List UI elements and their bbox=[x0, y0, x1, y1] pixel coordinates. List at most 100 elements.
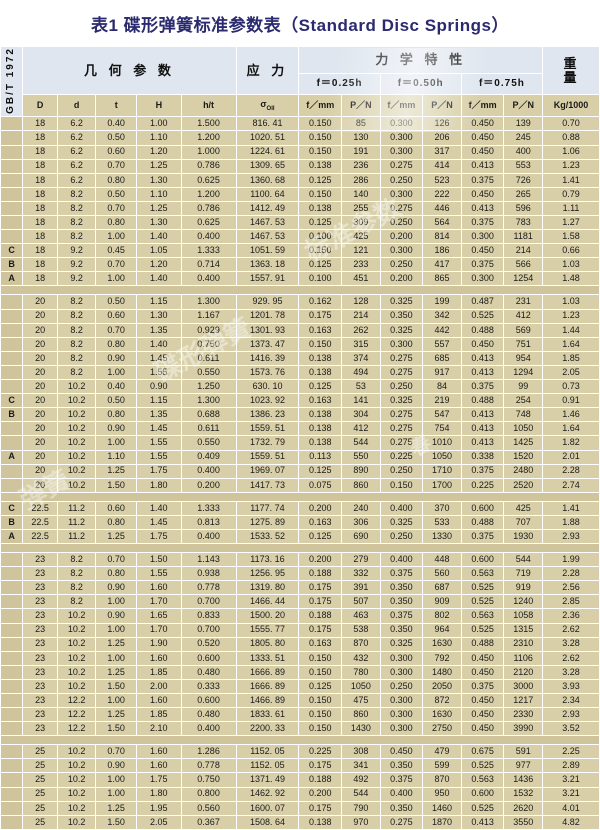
inner-diameter-cell: 12.2 bbox=[56, 721, 97, 737]
h-over-t-ratio-cell: 0.560 bbox=[180, 800, 237, 816]
standard-label: GB/T 1972 bbox=[5, 47, 17, 114]
deflection-050h-cell: 0.325 bbox=[379, 294, 424, 310]
deflection-050h-cell: 0.250 bbox=[379, 257, 424, 273]
h-over-t-ratio-cell: 0.611 bbox=[180, 350, 237, 366]
inner-diameter-cell: 8.2 bbox=[56, 322, 97, 338]
class-label-cell: A bbox=[0, 528, 24, 545]
load-075h-cell: 1520 bbox=[503, 449, 544, 465]
stress-sigma-oii-cell: 1275. 89 bbox=[235, 514, 300, 530]
table-row: 18 8.2 0.80 1.30 0.625 1467. 53 0.125 309 0.250 5… bbox=[0, 215, 600, 231]
load-050h-cell: 687 bbox=[422, 580, 462, 596]
deflection-025h-cell: 0.175 bbox=[298, 758, 343, 774]
deflection-025h-cell: 0.150 bbox=[298, 186, 343, 202]
load-025h-cell: 538 bbox=[341, 622, 381, 638]
inner-diameter-cell: 10.2 bbox=[56, 664, 97, 680]
thickness-cell: 0.90 bbox=[95, 758, 137, 774]
inner-diameter-cell: 6.2 bbox=[56, 116, 97, 132]
load-025h-cell: 85 bbox=[341, 116, 381, 132]
class-label-cell bbox=[0, 636, 24, 652]
table-row: 20 10.2 1.25 1.75 0.400 1969. 07 0.125 890 0.250… bbox=[0, 463, 600, 479]
class-label-cell: C bbox=[0, 500, 24, 516]
table-row: 18 8.2 0.70 1.25 0.786 1412. 49 0.138 255 0.275 4… bbox=[0, 200, 600, 217]
load-050h-cell: 872 bbox=[422, 693, 462, 709]
class-label-cell: B bbox=[0, 407, 24, 423]
load-075h-cell: 591 bbox=[503, 744, 544, 760]
load-025h-cell: 780 bbox=[341, 664, 381, 680]
table-row: 20 10.2 0.90 1.45 0.611 1559. 51 0.138 412 0.275… bbox=[0, 421, 600, 437]
class-label-cell bbox=[0, 744, 24, 760]
deflection-025h-cell: 0.150 bbox=[298, 650, 343, 666]
table-row: 23 12.2 1.50 2.10 0.400 2200. 33 0.150 1430 0.30… bbox=[0, 721, 600, 737]
deflection-025h-cell: 0.163 bbox=[298, 636, 343, 652]
load-025h-cell: 890 bbox=[341, 463, 381, 479]
deflection-050h-cell: 0.225 bbox=[379, 449, 424, 465]
thickness-cell: 1.50 bbox=[95, 477, 137, 493]
load-025h-cell: 690 bbox=[341, 528, 381, 545]
deflection-050h-cell: 0.275 bbox=[379, 407, 424, 423]
h-over-t-ratio-cell: 0.550 bbox=[180, 435, 237, 451]
deflection-025h-cell: 0.150 bbox=[298, 707, 343, 723]
thickness-cell: 1.25 bbox=[95, 664, 137, 680]
class-label-cell bbox=[0, 186, 24, 202]
height-cell: 1.10 bbox=[135, 130, 182, 146]
outer-diameter-cell: 20 bbox=[22, 407, 58, 423]
group-separator bbox=[0, 543, 600, 554]
table-header: GB/T 1972 几 何 参 数 应 力 力 学 特 性 重 量 f＝0.25… bbox=[0, 45, 600, 118]
weight-cell: 2.56 bbox=[542, 580, 600, 596]
header-col-weight-unit: Kg/1000 bbox=[542, 94, 600, 118]
load-075h-cell: 748 bbox=[503, 407, 544, 423]
height-cell: 1.60 bbox=[135, 744, 182, 760]
h-over-t-ratio-cell: 0.409 bbox=[180, 449, 237, 465]
load-050h-cell: 802 bbox=[422, 608, 462, 624]
deflection-075h-cell: 0.375 bbox=[460, 172, 505, 188]
outer-diameter-cell: 20 bbox=[22, 294, 58, 310]
height-cell: 1.60 bbox=[135, 650, 182, 666]
load-050h-cell: 1330 bbox=[422, 528, 462, 545]
thickness-cell: 1.50 bbox=[95, 814, 137, 830]
class-label-cell bbox=[0, 707, 24, 723]
outer-diameter-cell: 20 bbox=[22, 336, 58, 352]
height-cell: 1.40 bbox=[135, 500, 182, 516]
stress-sigma-oii-cell: 1373. 47 bbox=[235, 336, 300, 352]
load-050h-cell: 754 bbox=[422, 421, 462, 437]
thickness-cell: 0.70 bbox=[95, 158, 137, 174]
deflection-050h-cell: 0.375 bbox=[379, 772, 424, 788]
height-cell: 1.10 bbox=[135, 186, 182, 202]
deflection-025h-cell: 0.138 bbox=[298, 364, 343, 381]
table-row: 18 8.2 1.00 1.40 0.400 1467. 53 0.100 425 0.200 8… bbox=[0, 229, 600, 245]
load-050h-cell: 909 bbox=[422, 594, 462, 610]
deflection-050h-cell: 0.300 bbox=[379, 336, 424, 352]
deflection-050h-cell: 0.200 bbox=[379, 229, 424, 245]
deflection-050h-cell: 0.275 bbox=[379, 350, 424, 366]
thickness-cell: 1.10 bbox=[95, 449, 137, 465]
weight-cell: 4.82 bbox=[542, 814, 600, 830]
stress-sigma-oii-cell: 1177. 74 bbox=[235, 500, 300, 516]
deflection-050h-cell: 0.300 bbox=[379, 650, 424, 666]
load-050h-cell: 342 bbox=[422, 308, 462, 324]
load-075h-cell: 726 bbox=[503, 172, 544, 188]
inner-diameter-cell: 11.2 bbox=[56, 514, 97, 530]
weight-cell: 1.11 bbox=[542, 200, 600, 217]
load-050h-cell: 126 bbox=[422, 116, 462, 132]
load-050h-cell: 564 bbox=[422, 215, 462, 231]
h-over-t-ratio-cell: 0.200 bbox=[180, 477, 237, 493]
height-cell: 1.60 bbox=[135, 580, 182, 596]
deflection-075h-cell: 0.413 bbox=[460, 158, 505, 174]
stress-sigma-oii-cell: 1201. 78 bbox=[235, 308, 300, 324]
header-col-f-075h: f／mm bbox=[460, 94, 505, 118]
deflection-025h-cell: 0.125 bbox=[298, 528, 343, 545]
deflection-075h-cell: 0.488 bbox=[460, 393, 505, 409]
header-col-h-over-t: h/t bbox=[180, 94, 237, 118]
h-over-t-ratio-cell: 0.700 bbox=[180, 622, 237, 638]
load-075h-cell: 919 bbox=[503, 580, 544, 596]
inner-diameter-cell: 8.2 bbox=[56, 364, 97, 381]
thickness-cell: 1.50 bbox=[95, 678, 137, 695]
h-over-t-ratio-cell: 0.700 bbox=[180, 594, 237, 610]
class-label-cell bbox=[0, 130, 24, 146]
load-050h-cell: 1710 bbox=[422, 463, 462, 479]
load-075h-cell: 569 bbox=[503, 322, 544, 338]
deflection-075h-cell: 0.563 bbox=[460, 772, 505, 788]
table-row: A 22.5 11.2 1.25 1.75 0.400 1533. 52 0.125 690 0.… bbox=[0, 528, 600, 545]
deflection-025h-cell: 0.150 bbox=[298, 721, 343, 737]
h-over-t-ratio-cell: 0.400 bbox=[180, 229, 237, 245]
